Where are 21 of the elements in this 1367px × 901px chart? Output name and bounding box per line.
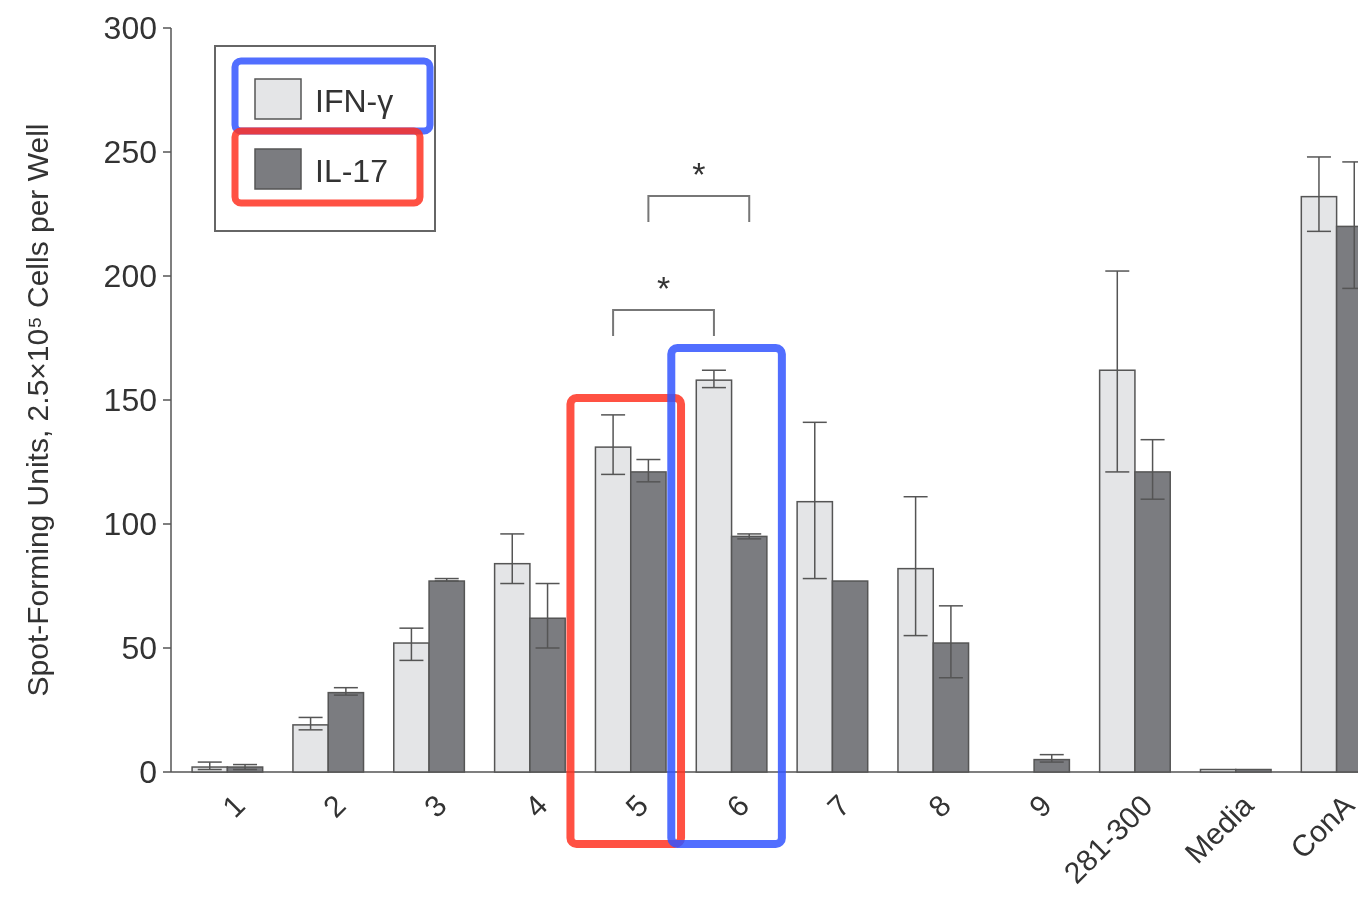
x-tick-label: 6 [720, 788, 756, 824]
y-axis-title: Spot-Forming Units, 2.5×10⁵ Cells per Well [21, 123, 54, 697]
x-tick-label: 5 [619, 788, 655, 824]
x-tick-label: 9 [1022, 788, 1058, 824]
annotation: * [656, 269, 671, 307]
legend-label: IFN-γ [315, 83, 394, 120]
y-tick-label: 0 [139, 754, 157, 791]
x-tick-label: 7 [820, 788, 857, 824]
x-tick-label: 2 [316, 788, 352, 824]
y-tick-label: 200 [103, 258, 157, 295]
x-tick-label: 8 [921, 788, 957, 824]
y-tick-label: 150 [103, 382, 157, 419]
y-tick-label: 300 [103, 10, 157, 47]
legend-label: IL-17 [315, 153, 388, 190]
annotation: * [692, 155, 706, 193]
y-tick-label: 100 [103, 506, 157, 543]
x-tick-label: 3 [417, 788, 453, 824]
y-tick-label: 50 [121, 630, 157, 667]
x-tick-label: 1 [215, 788, 252, 824]
x-tick-label: 4 [518, 788, 554, 824]
y-tick-label: 250 [103, 134, 157, 171]
